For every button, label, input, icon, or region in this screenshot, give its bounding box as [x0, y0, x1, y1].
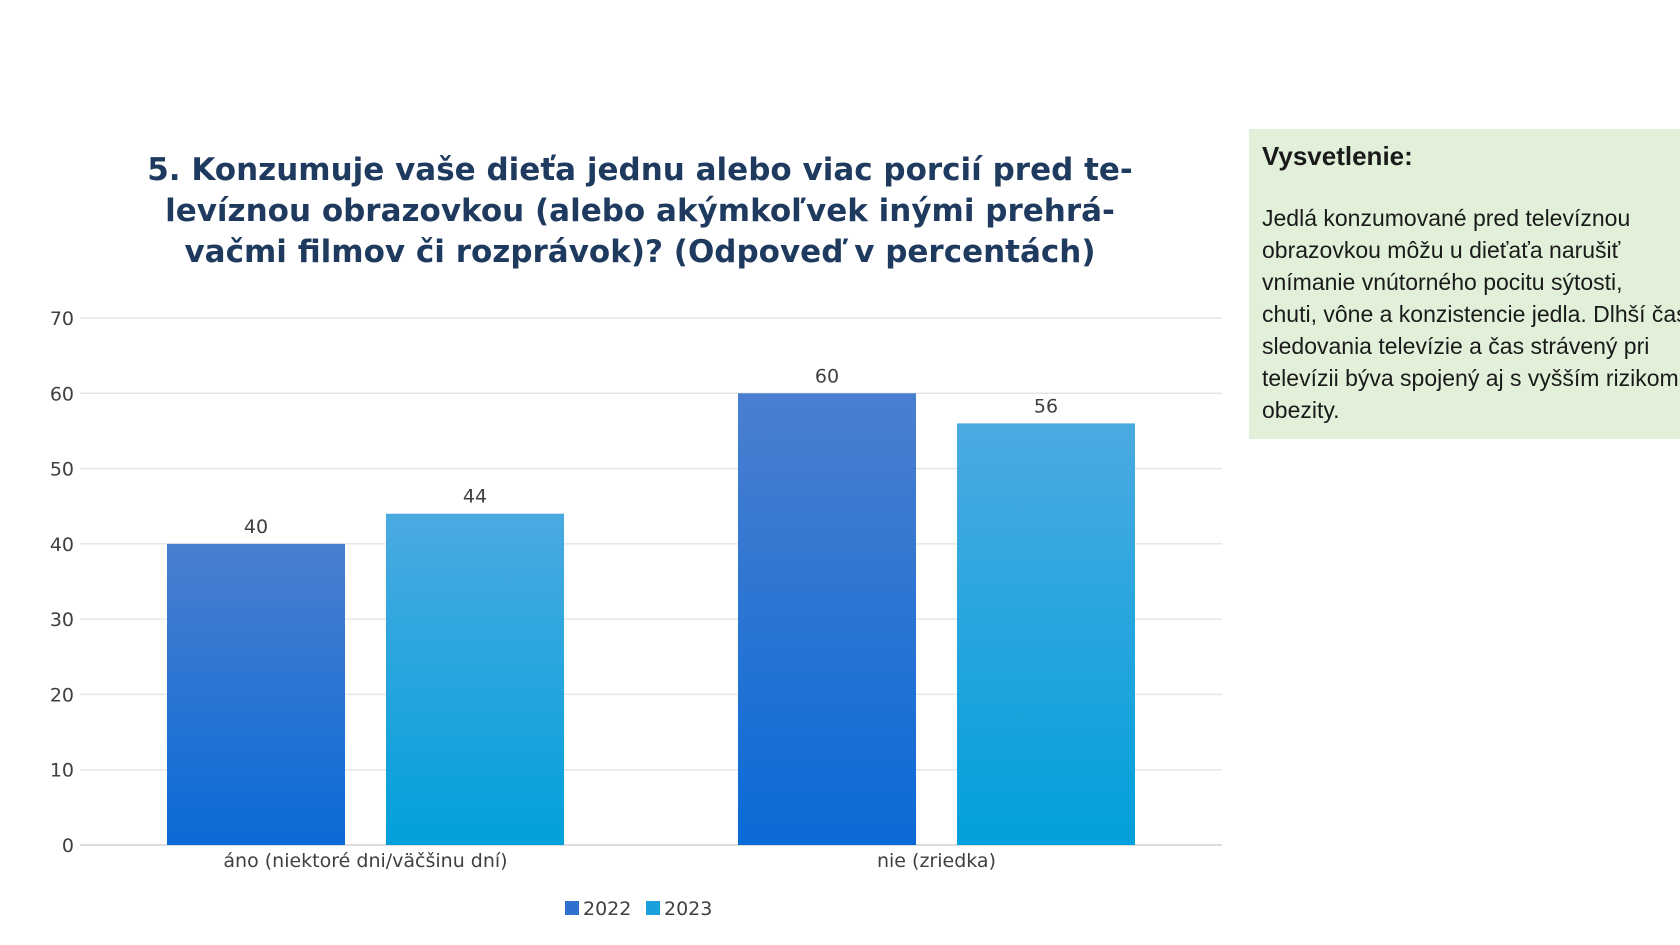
data-label: 44 [463, 486, 487, 508]
y-tick-label: 20 [50, 684, 74, 706]
explanation-box: Vysvetlenie: Jedlá konzumované pred tele… [1249, 129, 1680, 439]
chart-title-line: levíznou obrazovkou (alebo akýmkoľvek in… [165, 193, 1115, 229]
bar [738, 393, 916, 845]
y-tick-label: 50 [50, 459, 74, 481]
bar [386, 513, 564, 845]
data-label: 40 [244, 516, 268, 538]
x-axis: áno (niektoré dni/väčšinu dní) nie (zried… [223, 850, 996, 872]
legend: 2022 2023 [565, 898, 712, 920]
y-axis: 0 10 20 30 40 50 60 70 [50, 308, 74, 857]
chart-title: 5. Konzumuje vaše dieťa jednu alebo viac… [120, 150, 1160, 273]
explanation-line: chuti, vône a konzistencie jedla. Dlhší … [1262, 301, 1680, 327]
explanation-line: obezity. [1262, 397, 1340, 423]
y-tick-label: 10 [50, 760, 74, 782]
chart-title-line: 5. Konzumuje vaše dieťa jednu alebo viac… [147, 152, 1133, 188]
explanation-line: Jedlá konzumované pred televíznou [1262, 205, 1631, 231]
explanation-line: televízii býva spojený aj s vyšším rizik… [1262, 365, 1679, 391]
category-label: nie (zriedka) [877, 850, 996, 872]
data-label: 60 [815, 365, 839, 387]
explanation-line: sledovania televízie a čas strávený pri [1262, 333, 1650, 359]
explanation-text: Jedlá konzumované pred televíznou obrazo… [1262, 202, 1680, 426]
legend-label: 2023 [664, 898, 712, 920]
y-tick-label: 60 [50, 383, 74, 405]
y-tick-label: 70 [50, 308, 74, 330]
legend-label: 2022 [583, 898, 631, 920]
explanation-line: vnímanie vnútorného pocitu sýtosti, [1262, 269, 1623, 295]
bar [167, 543, 345, 845]
y-tick-label: 0 [62, 835, 74, 857]
bar-chart: 0 10 20 30 40 50 60 70 40 44 60 56 áno (niektoré d… [50, 308, 1222, 920]
y-tick-label: 30 [50, 609, 74, 631]
bars: 40 44 60 56 [167, 365, 1135, 845]
bar [957, 423, 1135, 845]
category-label: áno (niektoré dni/väčšinu dní) [223, 850, 507, 872]
explanation-title: Vysvetlenie: [1262, 141, 1413, 171]
data-label: 56 [1034, 395, 1058, 417]
legend-swatch [565, 901, 579, 915]
legend-swatch [646, 901, 660, 915]
explanation-line: obrazovkou môžu u dieťaťa narušiť [1262, 237, 1621, 263]
chart-title-line: vačmi filmov či rozprávok)? (Odpoveď v p… [184, 234, 1096, 270]
y-tick-label: 40 [50, 534, 74, 556]
